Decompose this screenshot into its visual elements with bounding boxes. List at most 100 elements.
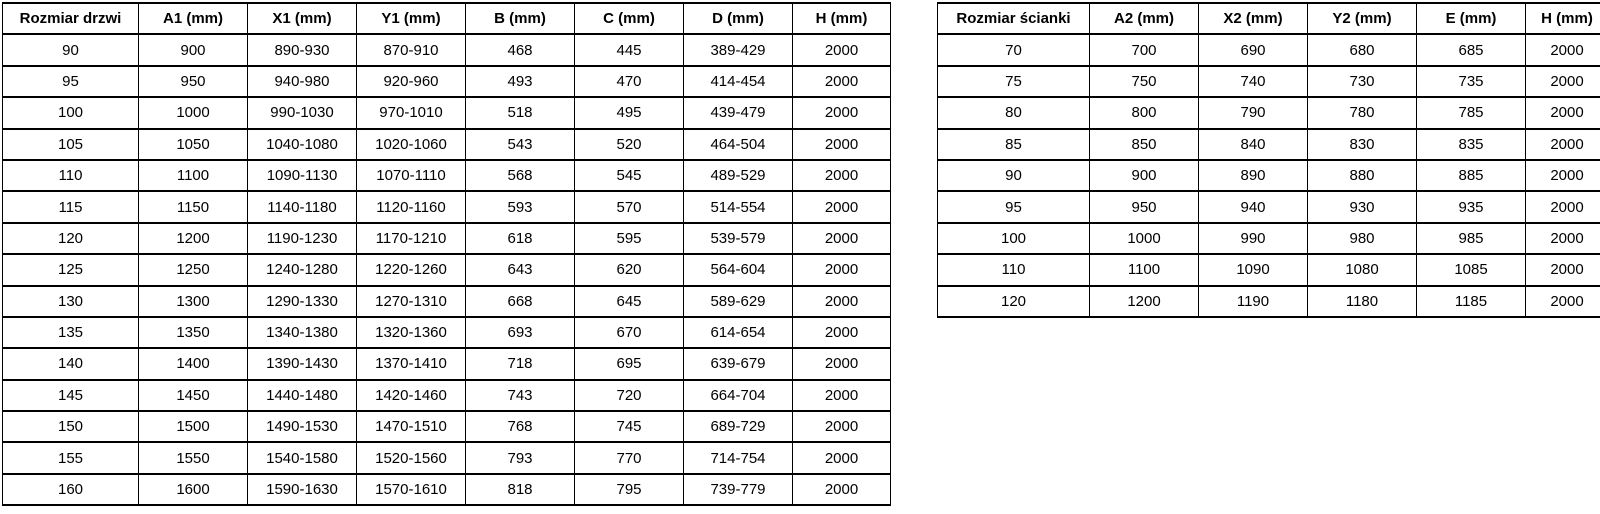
table-cell: 445 <box>574 33 684 67</box>
table-cell: 135 <box>2 315 139 350</box>
table-cell: 2000 <box>1525 190 1600 224</box>
table-cell: 2000 <box>792 472 891 507</box>
table-cell: 493 <box>465 64 575 99</box>
table-cell: 1550 <box>138 441 248 475</box>
table-cell: 739-779 <box>683 472 793 507</box>
table-cell: 1190-1230 <box>247 221 357 256</box>
table-cell: 570 <box>574 190 684 224</box>
table-cell: 2000 <box>792 347 891 381</box>
table-row: 160 1600 1590-1630 1570-1610 818 795 739-779 20… <box>2 472 891 507</box>
table-cell: 1200 <box>1089 284 1199 318</box>
table-cell: 850 <box>1089 127 1199 161</box>
table-cell: 120 <box>2 221 139 256</box>
table-cell: 1220-1260 <box>356 253 466 287</box>
table-cell: 639-679 <box>683 347 793 381</box>
column-header: B (mm) <box>465 1 575 36</box>
table-cell: 1140-1180 <box>247 190 357 224</box>
table-cell: 414-454 <box>683 64 793 99</box>
table-cell: 464-504 <box>683 127 793 161</box>
table-cell: 680 <box>1307 33 1417 67</box>
table-cell: 835 <box>1416 127 1526 161</box>
table-row: 115 1150 1140-1180 1120-1160 593 570 514-554 20… <box>2 190 891 224</box>
table-cell: 568 <box>465 158 575 193</box>
table-cell: 980 <box>1307 221 1417 256</box>
table-cell: 389-429 <box>683 33 793 67</box>
table-cell: 1190 <box>1198 284 1308 318</box>
table-cell: 545 <box>574 158 684 193</box>
table-cell: 900 <box>138 33 248 67</box>
table-cell: 1450 <box>138 378 248 413</box>
table-cell: 690 <box>1198 33 1308 67</box>
table-cell: 110 <box>937 253 1090 287</box>
table-cell: 745 <box>574 410 684 444</box>
table-cell: 950 <box>1089 190 1199 224</box>
table-cell: 614-654 <box>683 315 793 350</box>
table-cell: 595 <box>574 221 684 256</box>
table-row: 120 1200 1190-1230 1170-1210 618 595 539-579 20… <box>2 221 891 256</box>
table-cell: 2000 <box>792 410 891 444</box>
table-cell: 160 <box>2 472 139 507</box>
table-cell: 100 <box>2 96 139 130</box>
table-cell: 720 <box>574 378 684 413</box>
table-cell: 2000 <box>792 378 891 413</box>
table-cell: 870-910 <box>356 33 466 67</box>
table-cell: 714-754 <box>683 441 793 475</box>
table-cell: 2000 <box>792 64 891 99</box>
table-row: 150 1500 1490-1530 1470-1510 768 745 689-729 20… <box>2 410 891 444</box>
header-row: Rozmiar ścianki A2 (mm) X2 (mm) Y2 (mm) E (m… <box>937 1 1600 36</box>
table-cell: 885 <box>1416 158 1526 193</box>
table-cell: 1000 <box>1089 221 1199 256</box>
column-header: E (mm) <box>1416 1 1526 36</box>
table-cell: 1000 <box>138 96 248 130</box>
header-row: Rozmiar drzwi A1 (mm) X1 (mm) Y1 (mm) B (mm)… <box>2 1 891 36</box>
table-row: 90 900 890-930 870-910 468 445 389-429 2000 <box>2 33 891 67</box>
table-cell: 1185 <box>1416 284 1526 318</box>
table-cell: 2000 <box>792 253 891 287</box>
table-cell: 514-554 <box>683 190 793 224</box>
table-cell: 1100 <box>138 158 248 193</box>
table-cell: 2000 <box>792 221 891 256</box>
table-cell: 439-479 <box>683 96 793 130</box>
table-cell: 689-729 <box>683 410 793 444</box>
table-cell: 1040-1080 <box>247 127 357 161</box>
table-cell: 1200 <box>138 221 248 256</box>
column-header: Rozmiar ścianki <box>937 1 1090 36</box>
table-cell: 670 <box>574 315 684 350</box>
table-cell: 1100 <box>1089 253 1199 287</box>
table-cell: 495 <box>574 96 684 130</box>
table-row: 120 1200 1190 1180 1185 2000 <box>937 284 1600 318</box>
table-cell: 840 <box>1198 127 1308 161</box>
table-row: 100 1000 990 980 985 2000 <box>937 221 1600 256</box>
table-cell: 620 <box>574 253 684 287</box>
table-cell: 145 <box>2 378 139 413</box>
table-cell: 770 <box>574 441 684 475</box>
table-cell: 110 <box>2 158 139 193</box>
table-cell: 589-629 <box>683 284 793 318</box>
table-cell: 1270-1310 <box>356 284 466 318</box>
table-cell: 130 <box>2 284 139 318</box>
table-row: 70 700 690 680 685 2000 <box>937 33 1600 67</box>
table-cell: 1540-1580 <box>247 441 357 475</box>
table-cell: 793 <box>465 441 575 475</box>
table-row: 125 1250 1240-1280 1220-1260 643 620 564-604 20… <box>2 253 891 287</box>
table-cell: 1300 <box>138 284 248 318</box>
table-row: 95 950 940 930 935 2000 <box>937 190 1600 224</box>
wall-size-table: Rozmiar ścianki A2 (mm) X2 (mm) Y2 (mm) E (m… <box>937 1 1600 318</box>
table-cell: 900 <box>1089 158 1199 193</box>
table-cell: 1490-1530 <box>247 410 357 444</box>
table-cell: 2000 <box>1525 158 1600 193</box>
column-header: Rozmiar drzwi <box>2 1 139 36</box>
table-cell: 1090 <box>1198 253 1308 287</box>
table-cell: 985 <box>1416 221 1526 256</box>
table-cell: 2000 <box>1525 33 1600 67</box>
column-header: X1 (mm) <box>247 1 357 36</box>
table-cell: 2000 <box>1525 284 1600 318</box>
table-cell: 155 <box>2 441 139 475</box>
column-header: A1 (mm) <box>138 1 248 36</box>
table-cell: 1440-1480 <box>247 378 357 413</box>
table-cell: 700 <box>1089 33 1199 67</box>
column-header: Y2 (mm) <box>1307 1 1417 36</box>
table-cell: 830 <box>1307 127 1417 161</box>
table-cell: 80 <box>937 96 1090 130</box>
table-cell: 1420-1460 <box>356 378 466 413</box>
